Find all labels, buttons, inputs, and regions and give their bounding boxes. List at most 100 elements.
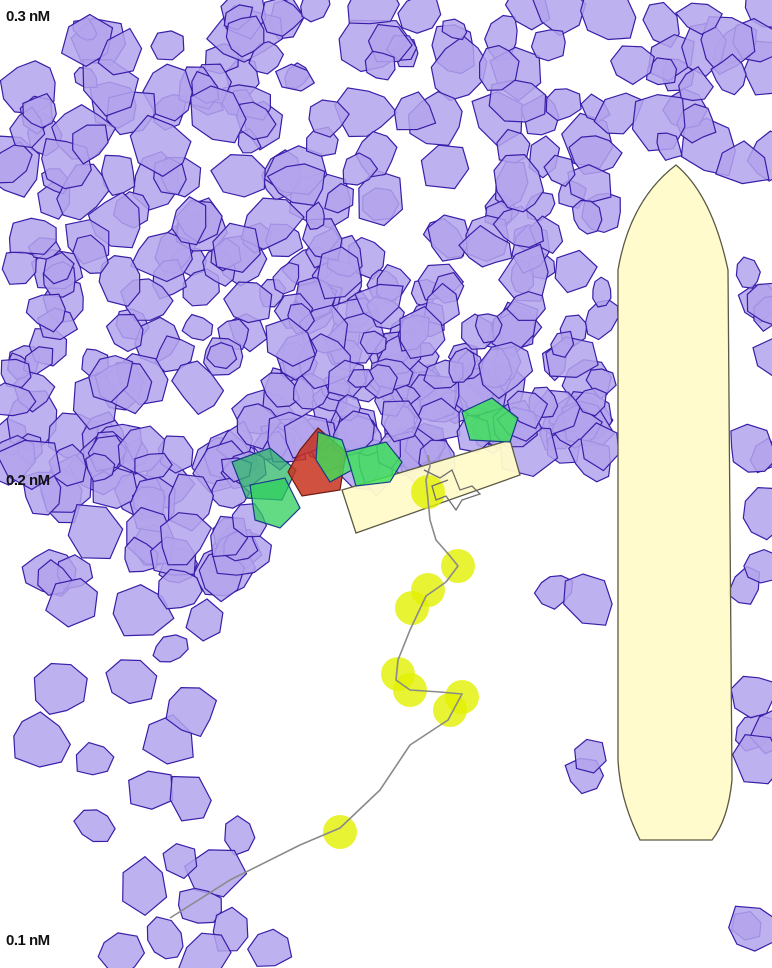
- cell: [150, 30, 185, 61]
- cell: [225, 15, 265, 58]
- cell: [317, 246, 363, 300]
- cell: [105, 313, 144, 353]
- cell: [492, 205, 545, 249]
- cell: [159, 512, 213, 566]
- cell: [334, 87, 398, 138]
- cell: [128, 770, 174, 810]
- cell: [224, 815, 256, 857]
- cell: [728, 905, 772, 952]
- cell: [165, 686, 218, 738]
- cell: [358, 169, 404, 227]
- cell: [493, 153, 545, 213]
- cell: [181, 313, 214, 342]
- cell: [25, 293, 66, 333]
- cell: [397, 0, 442, 34]
- cell: [532, 0, 587, 37]
- cell: [8, 217, 57, 255]
- cell: [272, 261, 300, 295]
- cell: [13, 711, 71, 768]
- cell: [97, 932, 146, 968]
- cell: [178, 932, 232, 968]
- cell: [308, 99, 350, 138]
- cell: [752, 338, 772, 377]
- cell: [359, 330, 387, 355]
- cell: [237, 128, 262, 154]
- cell: [563, 573, 613, 626]
- cell: [567, 164, 612, 204]
- cell: [223, 281, 273, 324]
- cell: [744, 0, 772, 28]
- cell: [746, 282, 772, 325]
- vessel-barrier: [617, 164, 733, 841]
- cell: [146, 916, 184, 960]
- cell: [266, 163, 326, 206]
- cell: [260, 0, 306, 37]
- cell: [743, 548, 772, 584]
- cell: [48, 443, 87, 487]
- track-line: [169, 454, 463, 919]
- cell: [305, 201, 325, 230]
- cell: [134, 452, 173, 481]
- cell: [575, 387, 607, 417]
- cell: [171, 360, 225, 416]
- cell: [157, 568, 203, 610]
- cell: [33, 662, 88, 715]
- cell: [448, 347, 476, 384]
- cell: [506, 290, 546, 322]
- cell: [710, 53, 747, 96]
- cell: [393, 91, 437, 131]
- activated-cells: [231, 397, 519, 529]
- cell: [364, 364, 398, 399]
- cell: [474, 313, 503, 344]
- cell: [380, 400, 422, 443]
- cell: [550, 330, 575, 358]
- cell: [347, 0, 400, 25]
- cell: [347, 368, 375, 388]
- track-marker: [433, 693, 467, 727]
- cell: [72, 234, 109, 275]
- cell: [342, 152, 379, 186]
- cell: [45, 577, 99, 628]
- cell: [73, 809, 116, 843]
- cell: [479, 44, 520, 92]
- cell: [274, 63, 316, 92]
- cell: [0, 439, 61, 491]
- cell: [72, 124, 109, 165]
- scale-label-top: 0.3 nM: [6, 8, 50, 25]
- cell: [656, 132, 683, 162]
- cell: [458, 224, 513, 268]
- cell: [579, 0, 637, 41]
- cell: [43, 251, 75, 285]
- cell: [715, 140, 770, 185]
- cell: [585, 368, 617, 400]
- cell: [97, 27, 143, 76]
- scale-label-bottom: 0.1 nM: [6, 932, 50, 949]
- cell: [22, 92, 57, 129]
- cell: [730, 423, 772, 473]
- cell: [0, 358, 32, 389]
- cell: [212, 222, 261, 273]
- cell: [545, 88, 582, 122]
- cell: [399, 305, 446, 360]
- cell: [676, 103, 717, 144]
- cell: [105, 659, 158, 705]
- cell: [185, 598, 224, 642]
- cell: [210, 153, 266, 198]
- cell: [1, 250, 38, 285]
- cell: [574, 738, 607, 774]
- cell: [75, 741, 115, 776]
- cell: [571, 199, 603, 235]
- cell: [171, 196, 207, 246]
- cell: [678, 65, 714, 102]
- cell: [441, 18, 468, 41]
- cell: [122, 855, 168, 917]
- track-tangle: [423, 469, 482, 512]
- cell: [60, 13, 114, 68]
- cell: [735, 256, 761, 289]
- cell: [742, 486, 772, 541]
- cell: [84, 452, 116, 483]
- cell: [162, 843, 198, 880]
- cell: [364, 50, 396, 81]
